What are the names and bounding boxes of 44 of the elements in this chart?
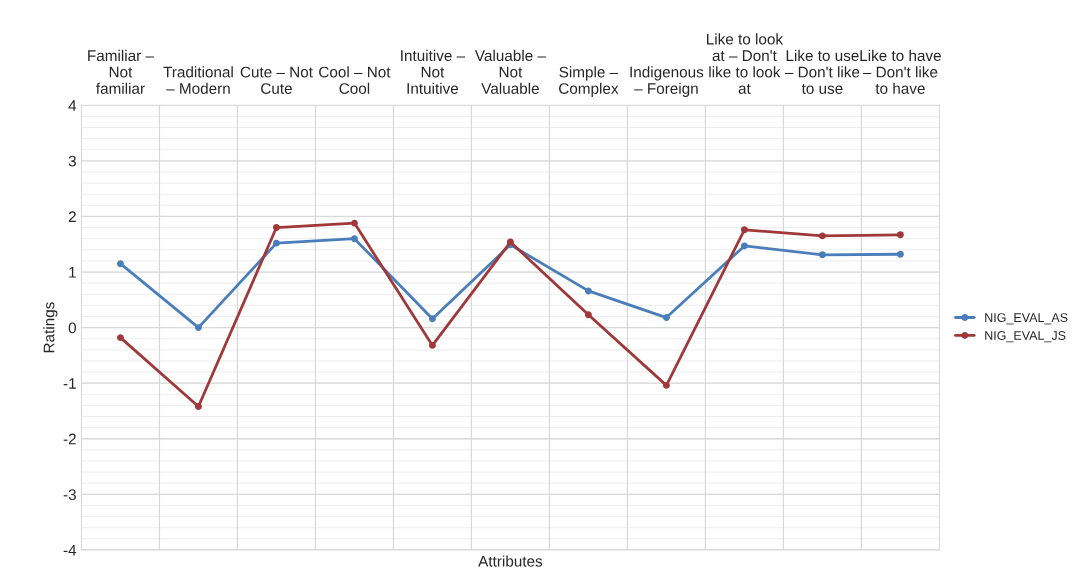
point (272, 224, 280, 232)
x-tick-label: Like to have – Don't like to have (860, 49, 941, 94)
point (272, 239, 280, 247)
y-tick-label: -3 (63, 489, 76, 501)
x-tick-label: Cool – Not Cool (319, 66, 391, 94)
point (116, 334, 124, 342)
point (818, 232, 826, 240)
point (662, 314, 670, 322)
y-tick-label: 3 (68, 155, 76, 167)
point (662, 381, 670, 389)
point (194, 403, 202, 410)
point (584, 287, 592, 295)
x-tick-label: Valuable – Not Valuable (474, 49, 546, 94)
x-tick-label: Simple – Complex (559, 66, 619, 97)
point (584, 311, 592, 319)
y-tick-label: 4 (68, 100, 77, 111)
point (818, 251, 826, 259)
y-tick-label: -1 (63, 378, 76, 389)
point (740, 242, 748, 250)
point (116, 260, 124, 268)
y-tick-label: 1 (69, 267, 76, 278)
y-axis-title: Ratings (43, 302, 58, 353)
x-tick-label: Like to look at – Don't like to look at (707, 33, 784, 94)
legend-label: NIG_EVAL_JS (985, 331, 1066, 343)
y-tick-label: 2 (68, 211, 76, 222)
x-tick-label: Cute – Not Cute (240, 66, 313, 94)
point (896, 231, 904, 239)
point (350, 219, 358, 227)
x-tick-label: Traditional – Modern (163, 66, 233, 94)
y-tick-label: -2 (63, 433, 76, 445)
point (428, 341, 436, 349)
point (896, 250, 904, 258)
point (428, 315, 436, 323)
y-tick-label: 0 (68, 322, 76, 334)
x-axis-title: Attributes (478, 555, 543, 567)
legend-label: NIG_EVAL_AS (985, 313, 1068, 325)
x-tick-label: Indigenous – Foreign (630, 66, 704, 97)
x-tick-label: Familiar – Not familiar (88, 49, 154, 94)
x-tick-label: Intuitive – Not Intuitive (401, 49, 466, 94)
point (194, 324, 202, 332)
point (350, 235, 358, 243)
point (740, 226, 748, 234)
x-tick-label: Like to use – Don't like to use (784, 49, 860, 94)
y-tick-label: -4 (63, 544, 77, 556)
